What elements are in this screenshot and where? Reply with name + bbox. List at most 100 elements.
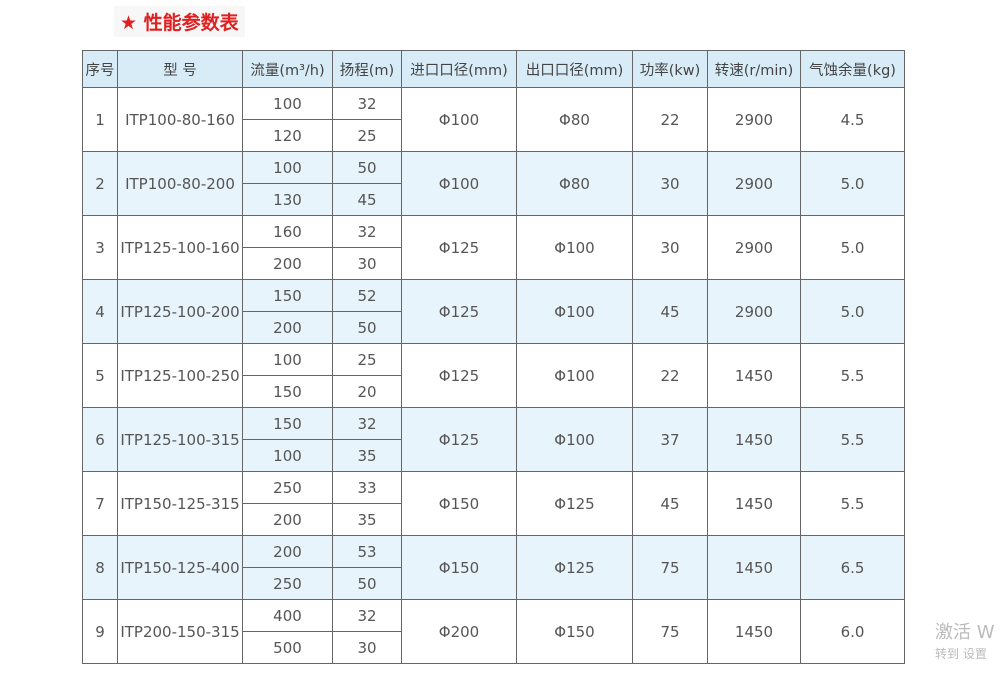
speed-cell: 1450 xyxy=(707,343,801,408)
column-header: 流量(m³/h) xyxy=(242,50,333,88)
flow-cell: 100 xyxy=(242,439,333,472)
power-cell: 22 xyxy=(632,87,708,152)
head-cell: 52 xyxy=(332,279,402,312)
speed-cell: 2900 xyxy=(707,279,801,344)
head-cell: 50 xyxy=(332,311,402,344)
head-cell: 33 xyxy=(332,471,402,504)
power-cell: 30 xyxy=(632,151,708,216)
inlet-cell: Φ125 xyxy=(401,343,517,408)
inlet-cell: Φ125 xyxy=(401,407,517,472)
row-number: 7 xyxy=(82,471,118,536)
table-row: 4 ITP125-100-200 150 52 Φ125 Φ100 45 2900 5.0 xyxy=(82,279,905,344)
flow-cell: 200 xyxy=(242,535,333,568)
table-row: 8 ITP150-125-400 200 53 Φ150 Φ125 75 1450 6.5 xyxy=(82,535,905,600)
model-cell: ITP100-80-200 xyxy=(117,151,243,216)
inlet-cell: Φ200 xyxy=(401,599,517,664)
flow-cell: 100 xyxy=(242,343,333,376)
inlet-cell: Φ125 xyxy=(401,279,517,344)
head-cell: 50 xyxy=(332,151,402,184)
npsh-cell: 5.0 xyxy=(800,151,905,216)
flow-cell: 200 xyxy=(242,247,333,280)
row-number: 4 xyxy=(82,279,118,344)
npsh-cell: 5.5 xyxy=(800,343,905,408)
head-cell: 53 xyxy=(332,535,402,568)
npsh-cell: 6.0 xyxy=(800,599,905,664)
head-cell: 45 xyxy=(332,183,402,216)
performance-table: 序号型 号流量(m³/h) 扬程(m) 进口口径(mm) 出口口径(mm) 功率(kw)… xyxy=(82,50,905,664)
table-row: 200 35 xyxy=(83,503,905,536)
power-cell: 45 xyxy=(632,471,708,536)
flow-cell: 100 xyxy=(242,151,333,184)
flow-cell: 500 xyxy=(242,631,333,664)
npsh-cell: 4.5 xyxy=(800,87,905,152)
head-cell: 30 xyxy=(332,631,402,664)
head-cell: 32 xyxy=(332,407,402,440)
inlet-cell: Φ150 xyxy=(401,535,517,600)
table-row: 2 ITP100-80-200 100 50 Φ100 Φ80 30 2900 5.0 xyxy=(82,151,905,216)
speed-cell: 2900 xyxy=(707,151,801,216)
head-cell: 35 xyxy=(332,503,402,536)
flow-cell: 150 xyxy=(242,279,333,312)
flow-cell: 200 xyxy=(242,311,333,344)
flow-cell: 150 xyxy=(242,407,333,440)
inlet-cell: Φ150 xyxy=(401,471,517,536)
column-header: 出口口径(mm) xyxy=(516,50,633,88)
flow-cell: 400 xyxy=(242,599,333,632)
speed-cell: 2900 xyxy=(707,215,801,280)
outlet-cell: Φ125 xyxy=(516,471,633,536)
head-cell: 32 xyxy=(332,215,402,248)
flow-cell: 250 xyxy=(242,567,333,600)
power-cell: 45 xyxy=(632,279,708,344)
outlet-cell: Φ100 xyxy=(516,215,633,280)
head-cell: 32 xyxy=(332,87,402,120)
row-number: 5 xyxy=(82,343,118,408)
column-header: 序号 xyxy=(82,50,118,88)
outlet-cell: Φ80 xyxy=(516,87,633,152)
head-cell: 25 xyxy=(332,119,402,152)
row-number: 6 xyxy=(82,407,118,472)
table-row: 250 50 xyxy=(83,567,905,600)
head-cell: 25 xyxy=(332,343,402,376)
outlet-cell: Φ80 xyxy=(516,151,633,216)
row-number: 1 xyxy=(82,87,118,152)
flow-cell: 120 xyxy=(242,119,333,152)
row-number: 9 xyxy=(82,599,118,664)
column-header: 进口口径(mm) xyxy=(401,50,517,88)
row-number: 3 xyxy=(82,215,118,280)
table-row: 100 35 xyxy=(83,439,905,472)
speed-cell: 1450 xyxy=(707,535,801,600)
outlet-cell: Φ150 xyxy=(516,599,633,664)
power-cell: 30 xyxy=(632,215,708,280)
flow-cell: 160 xyxy=(242,215,333,248)
table-row: 200 30 xyxy=(83,247,905,280)
npsh-cell: 5.5 xyxy=(800,471,905,536)
table-row: 6 ITP125-100-315 150 32 Φ125 Φ100 37 1450 5.5 xyxy=(82,407,905,472)
speed-cell: 1450 xyxy=(707,471,801,536)
table-row: 9 ITP200-150-315 400 32 Φ200 Φ150 75 1450 6.0 xyxy=(82,599,905,664)
flow-cell: 250 xyxy=(242,471,333,504)
column-header: 型 号 xyxy=(117,50,243,88)
model-cell: ITP125-100-160 xyxy=(117,215,243,280)
model-cell: ITP150-125-315 xyxy=(117,471,243,536)
head-cell: 20 xyxy=(332,375,402,408)
column-header: 转速(r/min) xyxy=(707,50,801,88)
model-cell: ITP200-150-315 xyxy=(117,599,243,664)
inlet-cell: Φ100 xyxy=(401,87,517,152)
speed-cell: 2900 xyxy=(707,87,801,152)
activation-watermark-sub: 转到 设置 xyxy=(935,647,987,661)
model-cell: ITP125-100-200 xyxy=(117,279,243,344)
speed-cell: 1450 xyxy=(707,407,801,472)
model-cell: ITP125-100-250 xyxy=(117,343,243,408)
speed-cell: 1450 xyxy=(707,599,801,664)
table-row: 3 ITP125-100-160 160 32 Φ125 Φ100 30 2900 5.0 xyxy=(82,215,905,280)
power-cell: 75 xyxy=(632,599,708,664)
activation-watermark: 激活 W xyxy=(935,622,995,643)
head-cell: 35 xyxy=(332,439,402,472)
outlet-cell: Φ100 xyxy=(516,343,633,408)
npsh-cell: 5.5 xyxy=(800,407,905,472)
npsh-cell: 6.5 xyxy=(800,535,905,600)
outlet-cell: Φ100 xyxy=(516,279,633,344)
page-title: ★ 性能参数表 xyxy=(114,6,245,37)
head-cell: 32 xyxy=(332,599,402,632)
model-cell: ITP100-80-160 xyxy=(117,87,243,152)
